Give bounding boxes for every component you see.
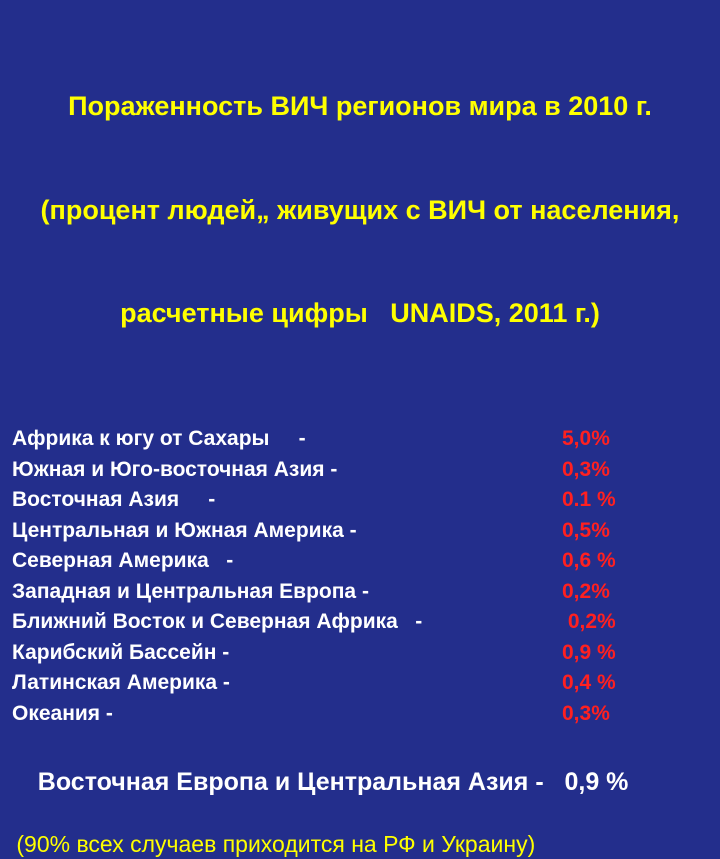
region-label: Латинская Америка -: [12, 671, 230, 695]
slide: Пораженность ВИЧ регионов мира в 2010 г.…: [10, 20, 710, 857]
region-value: 0,2%: [562, 610, 616, 634]
summary-line: Восточная Европа и Центральная Азия - 0,…: [10, 737, 710, 827]
region-label: Океания -: [12, 701, 113, 725]
region-label: Западная и Центральная Европа -: [12, 579, 369, 603]
region-label: Африка к югу от Сахары -: [12, 427, 306, 451]
region-row: Ближний Восток и Северная Африка - 0,2%: [12, 607, 710, 638]
region-row: Южная и Юго-восточная Азия - 0,3%: [12, 455, 710, 486]
slide-title-line-2: (процент людей„ живущих с ВИЧ от населен…: [40, 194, 680, 225]
region-value: 0,3%: [562, 457, 610, 481]
region-row: Океания - 0,3%: [12, 699, 710, 730]
region-label: Центральная и Южная Америка -: [12, 518, 357, 542]
region-label: Карибский Бассейн -: [12, 640, 230, 664]
region-list: Африка к югу от Сахары - 5,0% Южная и Юго-…: [10, 424, 710, 729]
region-row: Восточная Азия - 0.1 %: [12, 485, 710, 516]
region-value: 0.1 %: [562, 488, 616, 512]
slide-title: Пораженность ВИЧ регионов мира в 2010 г.…: [10, 20, 710, 400]
summary-value: 0,9 %: [564, 768, 629, 797]
region-value: 0,9 %: [562, 640, 616, 664]
region-label: Южная и Юго-восточная Азия -: [12, 457, 338, 481]
region-value: 0,6 %: [562, 549, 616, 573]
region-value: 0,3%: [562, 701, 610, 725]
slide-title-line-3: расчетные цифры UNAIDS, 2011 г.): [120, 298, 600, 329]
region-row: Латинская Америка - 0,4 %: [12, 668, 710, 699]
region-label: Северная Америка -: [12, 549, 234, 573]
region-row: Западная и Центральная Европа - 0,2%: [12, 577, 710, 608]
footnote: (90% всех случаев приходится на РФ и Укр…: [10, 831, 536, 858]
region-label: Ближний Восток и Северная Африка -: [12, 610, 423, 634]
region-row: Карибский Бассейн - 0,9 %: [12, 638, 710, 669]
region-row: Африка к югу от Сахары - 5,0%: [12, 424, 710, 455]
region-value: 0,2%: [562, 579, 610, 603]
region-value: 0,5%: [562, 518, 610, 542]
region-value: 5,0%: [562, 427, 610, 451]
slide-title-line-1: Пораженность ВИЧ регионов мира в 2010 г.: [68, 91, 652, 122]
region-label: Восточная Азия -: [12, 488, 216, 512]
region-value: 0,4 %: [562, 671, 616, 695]
region-row: Центральная и Южная Америка - 0,5%: [12, 516, 710, 547]
summary-label: Восточная Европа и Центральная Азия -: [37, 768, 565, 797]
region-row: Северная Америка - 0,6 %: [12, 546, 710, 577]
